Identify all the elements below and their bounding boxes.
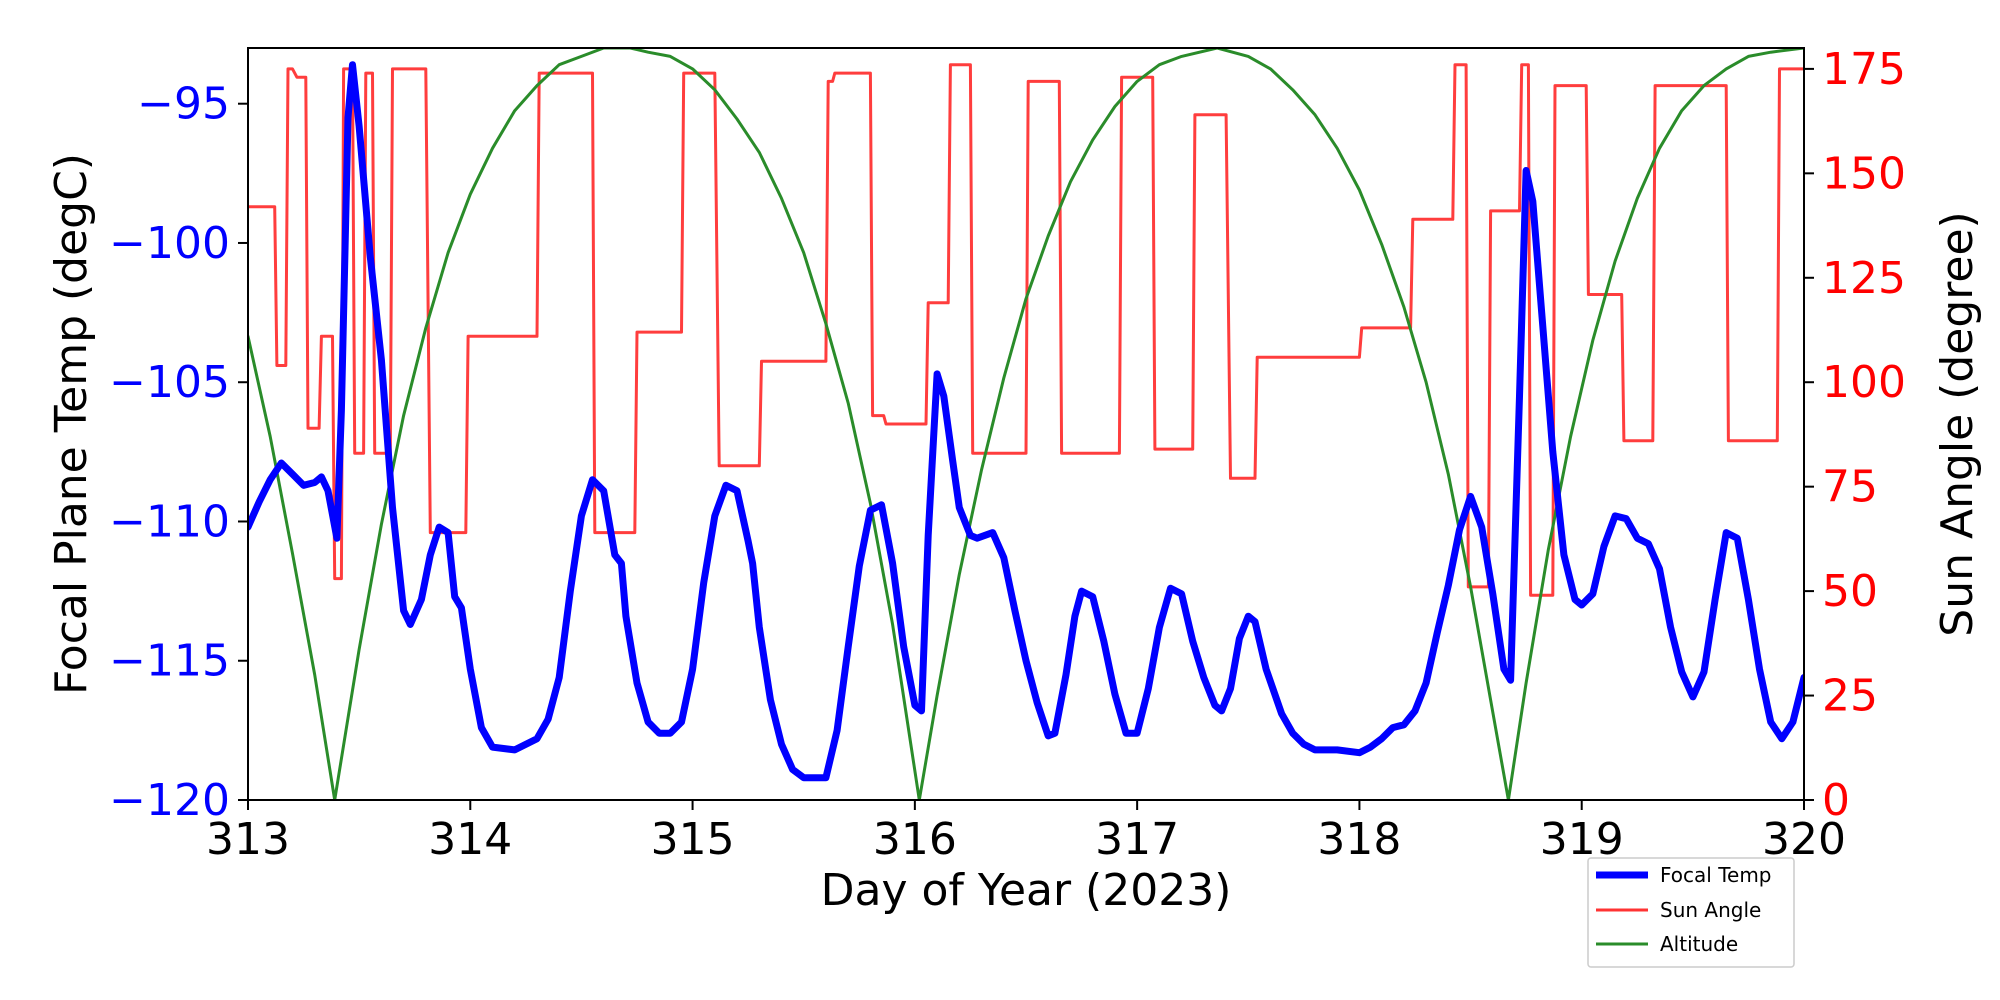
legend-label-altitude: Altitude	[1660, 932, 1738, 956]
x-tick-label: 319	[1540, 814, 1624, 865]
y-left-tick-label: −115	[109, 636, 230, 687]
x-tick-label: 316	[873, 814, 957, 865]
series-layer	[248, 48, 1804, 800]
series-focal-temp-line	[248, 61, 1804, 782]
y-right-tick-label: 25	[1822, 671, 1878, 722]
y-left-tick-label: −100	[109, 218, 230, 269]
x-tick-label: 314	[428, 814, 512, 865]
y-right-tick-label: 75	[1822, 462, 1878, 513]
x-axis-label: Day of Year (2023)	[821, 865, 1232, 916]
legend-box	[1587, 857, 1795, 968]
y-axis-left: −95 −100 −105 −110 −115 −120	[109, 79, 248, 826]
y-axis-right-label: Sun Angle (degree)	[1932, 211, 1983, 636]
x-axis: 313 314 315 316 317 318 319 320	[206, 800, 1846, 865]
plot-frame	[247, 47, 1805, 801]
y-left-tick-label: −110	[109, 496, 230, 547]
y-left-tick-label: −105	[109, 357, 230, 408]
y-right-tick-label: 125	[1822, 253, 1906, 304]
y-right-tick-label: 0	[1822, 775, 1850, 826]
legend-label-focal-temp: Focal Temp	[1660, 863, 1772, 887]
x-tick-label: 318	[1317, 814, 1401, 865]
legend: Focal Temp Sun Angle Altitude	[1587, 857, 1795, 968]
legend-label-sun-angle: Sun Angle	[1660, 898, 1761, 922]
x-tick-label: 315	[651, 814, 735, 865]
y-right-tick-label: 150	[1822, 148, 1906, 199]
x-tick-label: 313	[206, 814, 290, 865]
series-altitude-line	[248, 48, 1804, 800]
y-axis-right: 175 150 125 100 75 50 25 0	[1804, 44, 1906, 826]
x-tick-label: 317	[1095, 814, 1179, 865]
series-sun-angle-line	[248, 63, 1804, 597]
y-right-tick-label: 50	[1822, 566, 1878, 617]
y-right-tick-label: 100	[1822, 357, 1906, 408]
y-left-tick-label: −95	[137, 79, 230, 130]
y-right-tick-label: 175	[1822, 44, 1906, 95]
y-axis-left-label: Focal Plane Temp (degC)	[46, 153, 97, 695]
y-left-tick-label: −120	[109, 775, 230, 826]
x-tick-label: 320	[1762, 814, 1846, 865]
